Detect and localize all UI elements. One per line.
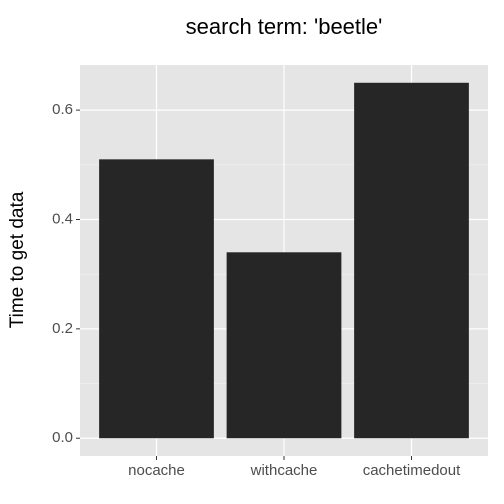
bar bbox=[226, 252, 342, 439]
chart-title: search term: 'beetle' bbox=[186, 14, 383, 39]
bar bbox=[99, 159, 214, 439]
x-tick-label: nocache bbox=[128, 462, 185, 479]
bar bbox=[354, 82, 469, 439]
y-tick-label: 0.0 bbox=[52, 429, 73, 446]
y-axis-label: Time to get data bbox=[7, 191, 28, 328]
y-tick-label: 0.6 bbox=[52, 101, 73, 118]
x-tick-label: withcache bbox=[250, 462, 318, 479]
y-tick-label: 0.2 bbox=[52, 320, 73, 337]
x-tick-label: cachetimedout bbox=[363, 462, 461, 479]
y-tick-label: 0.4 bbox=[52, 210, 73, 227]
